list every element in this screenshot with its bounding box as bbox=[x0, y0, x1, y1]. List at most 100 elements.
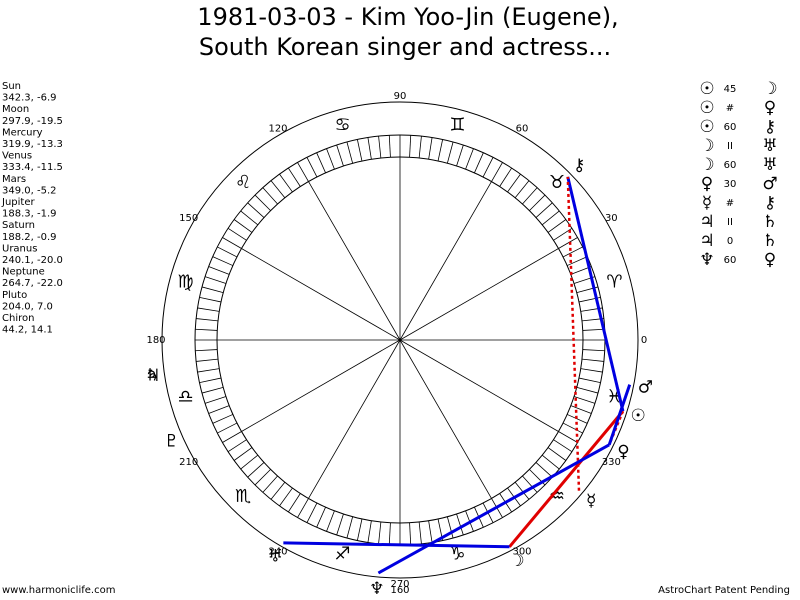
planet-coords: 342.3, -6.9 bbox=[2, 93, 57, 104]
ring-tick bbox=[482, 157, 494, 178]
ring-tick bbox=[547, 447, 567, 461]
planet-glyph: ☽ bbox=[509, 551, 524, 571]
aspect-planet: ☽ bbox=[762, 79, 777, 99]
ring-tick bbox=[197, 307, 220, 312]
planet-glyph: ♃ bbox=[145, 366, 160, 386]
ring-tick bbox=[378, 136, 382, 159]
ring-tick bbox=[558, 237, 578, 249]
ring-tick bbox=[581, 358, 604, 362]
aspect-planet: ♀ bbox=[764, 250, 776, 270]
ring-tick bbox=[222, 237, 242, 249]
aspect-line bbox=[377, 443, 610, 575]
ring-tick bbox=[212, 414, 233, 424]
zodiac-sign: ♌ bbox=[235, 172, 251, 193]
degree-label: 240 bbox=[268, 546, 287, 557]
ring-tick bbox=[535, 462, 553, 478]
ring-tick bbox=[199, 377, 222, 384]
ring-tick bbox=[388, 135, 391, 158]
ring-tick bbox=[270, 481, 286, 500]
zodiac-sign: ♍ bbox=[177, 272, 193, 293]
aspect-planet: ☉ bbox=[699, 79, 714, 99]
degree-label: 60 bbox=[516, 124, 529, 135]
ring-tick bbox=[567, 256, 588, 266]
ring-tick bbox=[217, 422, 238, 434]
ring-tick bbox=[222, 431, 242, 443]
ring-tick bbox=[456, 513, 464, 536]
degree-label: 30 bbox=[605, 213, 618, 224]
ring-tick bbox=[582, 328, 605, 331]
planet-name: Moon bbox=[2, 104, 29, 115]
radial-line bbox=[399, 339, 559, 432]
degree-label: 90 bbox=[394, 91, 407, 102]
ring-tick bbox=[212, 256, 233, 266]
ring-tick bbox=[499, 167, 512, 187]
ring-tick bbox=[367, 520, 372, 543]
degree-label: 160 bbox=[390, 585, 409, 596]
aspect-planet: ♃ bbox=[699, 231, 714, 251]
aspect-type: II bbox=[727, 141, 733, 152]
aspect-type: 45 bbox=[724, 84, 737, 95]
planet-glyph: ⚷ bbox=[573, 156, 585, 176]
planet-coords: 333.4, -11.5 bbox=[2, 162, 63, 173]
ring-tick bbox=[567, 414, 588, 424]
aspect-planet: ♀ bbox=[701, 174, 713, 194]
radial-line bbox=[308, 339, 401, 499]
ring-tick bbox=[582, 349, 605, 352]
ring-tick bbox=[378, 521, 382, 544]
footer-right: AstroChart Patent Pending bbox=[658, 585, 790, 596]
ring-tick bbox=[233, 219, 253, 233]
ring-tick bbox=[254, 194, 271, 211]
ring-tick bbox=[446, 516, 454, 539]
ring-tick bbox=[297, 498, 309, 518]
ring-tick bbox=[288, 167, 301, 187]
footer-left: www.harmoniclife.com bbox=[2, 585, 115, 596]
ring-tick bbox=[541, 210, 560, 226]
planet-name: Uranus bbox=[2, 243, 37, 254]
zodiac-sign: ♏ bbox=[235, 486, 251, 507]
ring-tick bbox=[367, 137, 372, 160]
aspect-planet: ♂ bbox=[762, 174, 777, 194]
title: 1981-03-03 - Kim Yoo-Jin (Eugene), bbox=[197, 3, 618, 31]
zodiac-sign: ♊ bbox=[449, 115, 465, 136]
zodiac-sign: ♐ bbox=[334, 543, 350, 564]
ring-tick bbox=[262, 187, 278, 205]
outer-circle bbox=[161, 101, 639, 579]
degree-label: 300 bbox=[512, 546, 531, 557]
ring-tick bbox=[201, 386, 224, 394]
ring-tick bbox=[262, 475, 278, 493]
aspect-line bbox=[566, 176, 625, 412]
aspect-planet: ⚷ bbox=[764, 193, 776, 213]
planet-coords: 188.3, -1.9 bbox=[2, 209, 57, 220]
ring-tick bbox=[491, 162, 503, 182]
planet-name: Neptune bbox=[2, 267, 45, 278]
aspect-line bbox=[607, 384, 632, 446]
aspect-line bbox=[283, 541, 510, 549]
ring-tick bbox=[522, 187, 538, 205]
planet-coords: 349.0, -5.2 bbox=[2, 185, 57, 196]
ring-tick bbox=[306, 157, 318, 178]
degree-label: 150 bbox=[179, 213, 198, 224]
planet-glyph: ♆ bbox=[369, 579, 384, 599]
planet-coords: 319.9, -13.3 bbox=[2, 139, 63, 150]
degree-label: 270 bbox=[390, 579, 409, 590]
ring-tick bbox=[474, 152, 484, 173]
ring-tick bbox=[247, 462, 265, 478]
ring-tick bbox=[247, 202, 265, 218]
ring-tick bbox=[195, 328, 218, 331]
ring-tick bbox=[326, 148, 335, 170]
ring-tick bbox=[446, 141, 454, 164]
planet-coords: 44.2, 14.1 bbox=[2, 325, 53, 336]
ring-tick bbox=[254, 469, 271, 486]
aspect-type: II bbox=[727, 217, 733, 228]
ring-tick bbox=[553, 439, 573, 452]
ring-tick bbox=[227, 439, 247, 452]
planet-name: Jupiter bbox=[1, 197, 35, 208]
aspect-planet: ☉ bbox=[699, 117, 714, 137]
planet-name: Sun bbox=[2, 81, 21, 92]
ring-tick bbox=[514, 180, 530, 199]
zodiac-sign: ♋ bbox=[334, 115, 350, 136]
aspect-line bbox=[566, 176, 581, 491]
planet-glyph: ☉ bbox=[631, 406, 646, 426]
planet-glyph: ♂ bbox=[638, 378, 653, 398]
